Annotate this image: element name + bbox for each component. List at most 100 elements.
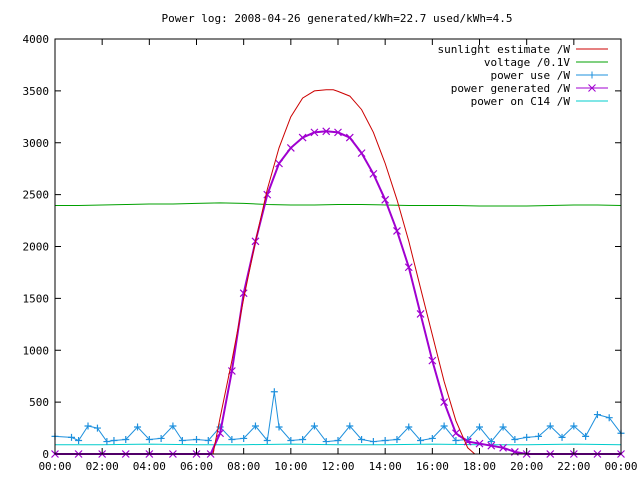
data-point bbox=[145, 435, 153, 443]
series-line bbox=[55, 202, 622, 207]
series-1 bbox=[55, 202, 622, 207]
data-point bbox=[228, 435, 236, 443]
data-point bbox=[558, 433, 566, 441]
data-point bbox=[428, 356, 437, 365]
data-point bbox=[334, 437, 342, 445]
data-point bbox=[546, 422, 554, 430]
data-point bbox=[286, 144, 295, 152]
y-tick-label: 4000 bbox=[23, 33, 50, 46]
data-point bbox=[452, 437, 460, 445]
data-point bbox=[417, 437, 425, 445]
y-tick-label: 0 bbox=[42, 448, 49, 461]
tick-marks bbox=[54, 38, 622, 455]
data-point bbox=[110, 437, 118, 445]
x-tick-label: 04:00 bbox=[133, 460, 166, 473]
legend-label: voltage /0.1V bbox=[484, 56, 570, 69]
x-tick-label: 20:00 bbox=[510, 460, 543, 473]
data-point bbox=[287, 437, 295, 445]
x-tick-labels: 00:00 02:00 04:00 06:00 08:00 10:00 12:00 14:00… bbox=[38, 460, 637, 473]
legend-label: power generated /W bbox=[451, 82, 571, 95]
data-point bbox=[534, 432, 542, 440]
data-point bbox=[84, 422, 92, 430]
y-tick-label: 3000 bbox=[23, 137, 50, 150]
data-point bbox=[239, 289, 248, 298]
series-4 bbox=[55, 443, 622, 446]
data-point bbox=[275, 159, 283, 168]
legend-label: power use /W bbox=[491, 69, 571, 82]
data-point bbox=[381, 437, 389, 445]
data-point bbox=[345, 133, 354, 142]
series-layer bbox=[51, 89, 625, 458]
data-point bbox=[393, 227, 401, 235]
x-tick-label: 10:00 bbox=[274, 460, 307, 473]
data-point bbox=[240, 434, 248, 442]
data-point bbox=[358, 435, 366, 443]
data-point bbox=[322, 438, 330, 446]
data-point bbox=[428, 434, 436, 442]
series-3 bbox=[51, 127, 625, 458]
data-point bbox=[416, 310, 425, 318]
y-tick-label: 500 bbox=[29, 396, 49, 409]
data-point bbox=[511, 435, 519, 443]
legend-label: power on C14 /W bbox=[471, 95, 571, 108]
y-tick-labels: 0 500 1000 1500 2000 2500 3000 3500 4000 bbox=[23, 33, 50, 461]
x-tick-label: 16:00 bbox=[416, 460, 449, 473]
data-point bbox=[605, 414, 613, 422]
data-point bbox=[275, 423, 283, 431]
data-point bbox=[178, 437, 186, 445]
y-tick-label: 3500 bbox=[23, 85, 50, 98]
data-point bbox=[451, 429, 460, 438]
series-line bbox=[54, 391, 622, 443]
legend-marker bbox=[588, 71, 596, 79]
legend-marker bbox=[588, 84, 596, 92]
data-point bbox=[523, 433, 531, 441]
data-point bbox=[263, 190, 272, 199]
data-point bbox=[263, 437, 271, 445]
data-point bbox=[463, 437, 472, 446]
data-point bbox=[310, 422, 318, 430]
data-point bbox=[157, 434, 165, 442]
data-point bbox=[570, 422, 578, 430]
x-tick-label: 12:00 bbox=[321, 460, 354, 473]
data-point bbox=[346, 422, 354, 430]
data-point bbox=[193, 435, 200, 443]
data-point bbox=[322, 127, 331, 136]
data-point bbox=[68, 433, 76, 441]
data-point bbox=[310, 128, 319, 137]
series-line bbox=[55, 130, 621, 455]
data-point bbox=[169, 422, 177, 430]
series-0 bbox=[212, 89, 476, 455]
x-tick-label: 22:00 bbox=[557, 460, 590, 473]
data-point bbox=[103, 438, 111, 446]
data-point bbox=[75, 437, 83, 445]
chart-title: Power log: 2008-04-26 generated/kWh=22.7… bbox=[162, 12, 513, 25]
data-point bbox=[369, 438, 377, 446]
data-point bbox=[298, 133, 307, 142]
data-point bbox=[357, 149, 366, 158]
data-point bbox=[381, 195, 390, 204]
data-point bbox=[475, 439, 484, 448]
data-point bbox=[405, 423, 413, 431]
x-tick-label: 14:00 bbox=[369, 460, 402, 473]
data-point bbox=[134, 423, 142, 431]
x-tick-label: 00:00 bbox=[38, 460, 71, 473]
data-point bbox=[93, 424, 101, 432]
data-point bbox=[440, 422, 448, 430]
data-point bbox=[499, 443, 508, 452]
data-point bbox=[593, 411, 601, 419]
data-point bbox=[393, 435, 401, 443]
data-point bbox=[440, 398, 449, 407]
y-tick-label: 2500 bbox=[23, 189, 50, 202]
y-tick-label: 1500 bbox=[23, 292, 50, 305]
data-point bbox=[487, 438, 495, 446]
data-point bbox=[204, 437, 212, 445]
x-tick-label: 00:00 bbox=[604, 460, 637, 473]
data-point bbox=[251, 422, 259, 430]
data-point bbox=[122, 435, 130, 443]
series-line bbox=[55, 443, 622, 446]
x-tick-label: 08:00 bbox=[227, 460, 260, 473]
data-point bbox=[487, 441, 496, 450]
data-point bbox=[334, 128, 342, 137]
